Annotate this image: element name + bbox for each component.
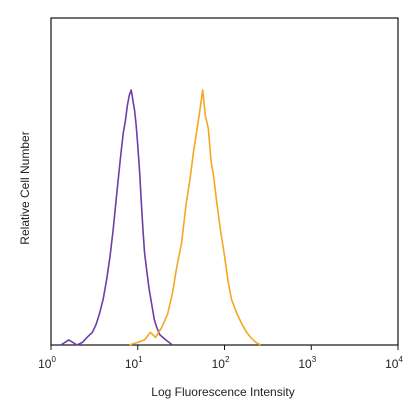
x-tick-label-0: 100 xyxy=(38,355,56,371)
x-axis-ticks: 100 101 102 103 104 xyxy=(38,345,403,371)
series-line-1 xyxy=(60,89,173,346)
x-tick-label-3: 103 xyxy=(298,355,316,371)
series-line-2 xyxy=(129,89,261,346)
y-axis-title: Relative Cell Number xyxy=(18,131,32,244)
x-axis-title: Log Fluorescence Intensity xyxy=(151,385,294,399)
x-tick-label-2: 102 xyxy=(212,355,230,371)
x-tick-label-4: 104 xyxy=(385,355,403,371)
x-tick-label-1: 101 xyxy=(125,355,143,371)
series-layer xyxy=(60,89,261,346)
